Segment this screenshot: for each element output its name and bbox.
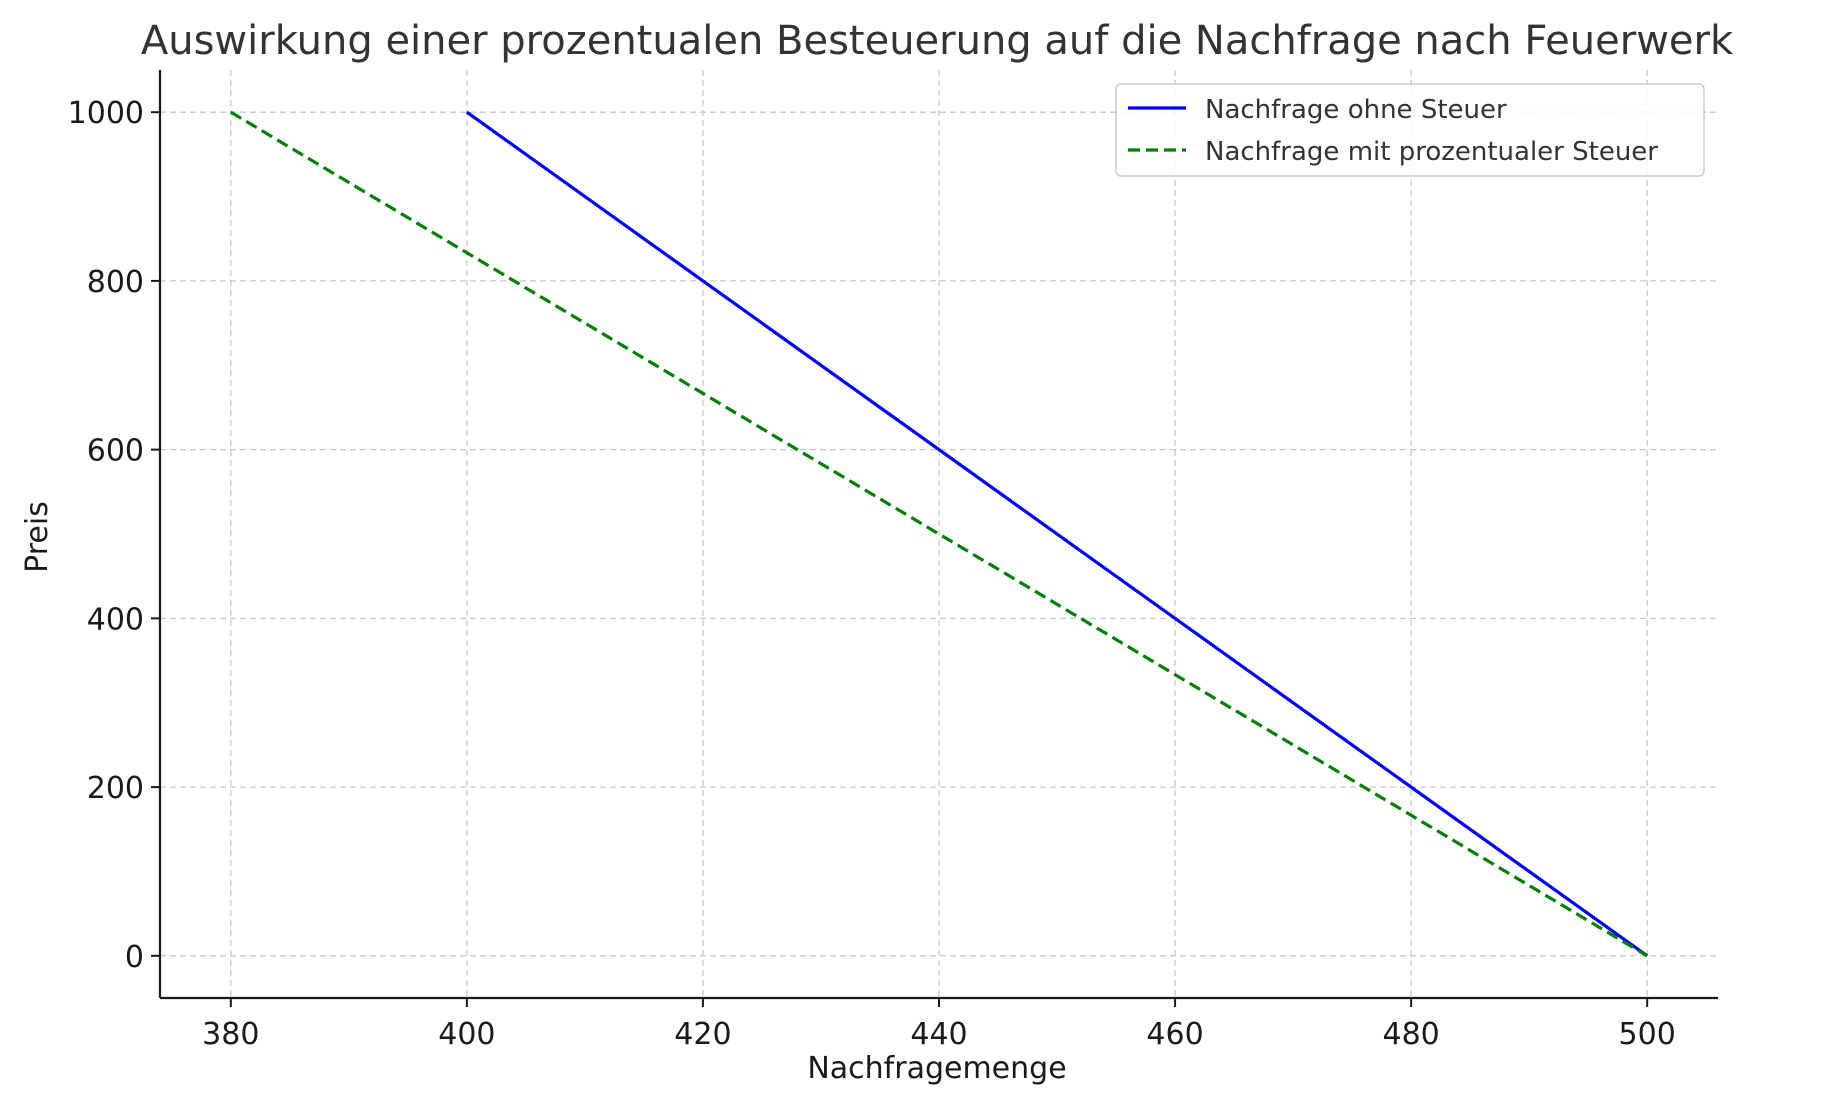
legend: Nachfrage ohne Steuer Nachfrage mit proz… bbox=[1115, 83, 1705, 177]
y-axis-ticks: 0 200 400 600 800 1000 bbox=[68, 96, 160, 975]
y-tick-label: 800 bbox=[87, 265, 144, 300]
series-line-0 bbox=[465, 110, 1649, 958]
x-tick-label: 400 bbox=[438, 1017, 495, 1052]
x-tick-label: 380 bbox=[202, 1017, 259, 1052]
x-tick-label: 500 bbox=[1619, 1017, 1676, 1052]
y-tick-label: 400 bbox=[87, 602, 144, 637]
chart-title: Auswirkung einer prozentualen Besteuerun… bbox=[141, 18, 1734, 64]
y-tick-label: 0 bbox=[125, 940, 144, 975]
x-axis-ticks: 380 400 420 440 460 480 500 bbox=[202, 998, 1676, 1052]
x-tick-label: 480 bbox=[1382, 1017, 1439, 1052]
legend-label-1: Nachfrage mit prozentualer Steuer bbox=[1205, 137, 1658, 167]
y-tick-label: 200 bbox=[87, 771, 144, 806]
x-tick-label: 420 bbox=[674, 1017, 731, 1052]
grid bbox=[160, 70, 1718, 998]
legend-label-0: Nachfrage ohne Steuer bbox=[1205, 95, 1507, 125]
legend-box bbox=[1115, 83, 1705, 177]
y-tick-label: 1000 bbox=[68, 96, 144, 131]
x-axis-label: Nachfragemenge bbox=[807, 1051, 1066, 1086]
y-tick-label: 600 bbox=[87, 434, 144, 469]
x-tick-label: 440 bbox=[910, 1017, 967, 1052]
series-layer bbox=[229, 110, 1649, 958]
x-tick-label: 460 bbox=[1146, 1017, 1203, 1052]
series-line-1 bbox=[229, 110, 1649, 958]
y-axis-label: Preis bbox=[20, 501, 55, 573]
